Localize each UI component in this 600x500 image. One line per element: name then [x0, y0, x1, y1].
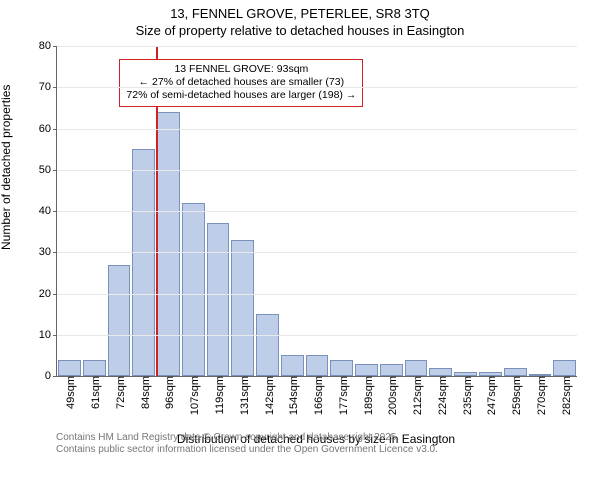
- annotation-line: 72% of semi-detached houses are larger (…: [126, 89, 356, 102]
- bar: [58, 360, 81, 377]
- ytick-label: 60: [39, 123, 57, 135]
- chart-title-line2: Size of property relative to detached ho…: [0, 23, 600, 38]
- chart-title-block: 13, FENNEL GROVE, PETERLEE, SR8 3TQ Size…: [0, 0, 600, 38]
- bar: [157, 112, 180, 376]
- ytick-label: 70: [39, 81, 57, 93]
- ytick-label: 80: [39, 40, 57, 52]
- plot-area: 49sqm61sqm72sqm84sqm96sqm107sqm119sqm131…: [56, 46, 577, 377]
- gridline-h: [57, 46, 577, 47]
- xtick-label: 270sqm: [532, 376, 548, 415]
- gridline-h: [57, 335, 577, 336]
- bar: [108, 265, 131, 376]
- xtick-label: 177sqm: [334, 376, 350, 415]
- chart-title-line1: 13, FENNEL GROVE, PETERLEE, SR8 3TQ: [0, 6, 600, 21]
- xtick-label: 247sqm: [482, 376, 498, 415]
- xtick-label: 212sqm: [408, 376, 424, 415]
- bar: [553, 360, 576, 377]
- xtick-label: 61sqm: [86, 376, 102, 409]
- bar: [429, 368, 452, 376]
- xtick-label: 84sqm: [136, 376, 152, 409]
- xtick-label: 72sqm: [111, 376, 127, 409]
- bar: [256, 314, 279, 376]
- bar: [281, 355, 304, 376]
- footer-line2: Contains public sector information licen…: [56, 444, 438, 456]
- bar: [306, 355, 329, 376]
- bar: [83, 360, 106, 377]
- xtick-label: 119sqm: [210, 376, 226, 414]
- gridline-h: [57, 211, 577, 212]
- xtick-label: 166sqm: [309, 376, 325, 415]
- ytick-label: 20: [39, 288, 57, 300]
- annotation-box: 13 FENNEL GROVE: 93sqm← 27% of detached …: [119, 59, 363, 106]
- bar: [207, 223, 230, 376]
- bar: [380, 364, 403, 376]
- xtick-label: 259sqm: [507, 376, 523, 415]
- xtick-label: 131sqm: [235, 376, 251, 415]
- xtick-label: 235sqm: [458, 376, 474, 415]
- xtick-label: 200sqm: [383, 376, 399, 415]
- ytick-label: 30: [39, 246, 57, 258]
- bar: [355, 364, 378, 376]
- bar: [330, 360, 353, 377]
- chart-area: Number of detached properties 49sqm61sqm…: [0, 40, 600, 460]
- bar: [231, 240, 254, 376]
- gridline-h: [57, 170, 577, 171]
- gridline-h: [57, 87, 577, 88]
- footer-citation: Contains HM Land Registry data © Crown c…: [56, 432, 438, 456]
- annotation-line: 13 FENNEL GROVE: 93sqm: [126, 63, 356, 76]
- xtick-label: 96sqm: [160, 376, 176, 409]
- bar: [504, 368, 527, 376]
- ytick-label: 50: [39, 164, 57, 176]
- gridline-h: [57, 294, 577, 295]
- bar: [405, 360, 428, 377]
- xtick-label: 224sqm: [433, 376, 449, 415]
- ytick-label: 0: [45, 370, 57, 382]
- ytick-label: 10: [39, 329, 57, 341]
- xtick-label: 189sqm: [359, 376, 375, 415]
- footer-line1: Contains HM Land Registry data © Crown c…: [56, 432, 438, 444]
- xtick-label: 282sqm: [557, 376, 573, 415]
- ytick-label: 40: [39, 205, 57, 217]
- bar: [132, 149, 155, 376]
- xtick-label: 107sqm: [185, 376, 201, 415]
- xtick-label: 154sqm: [284, 376, 300, 415]
- xtick-label: 142sqm: [260, 376, 276, 415]
- gridline-h: [57, 129, 577, 130]
- gridline-h: [57, 252, 577, 253]
- xtick-label: 49sqm: [61, 376, 77, 409]
- y-axis-label: Number of detached properties: [0, 85, 13, 250]
- bar: [182, 203, 205, 376]
